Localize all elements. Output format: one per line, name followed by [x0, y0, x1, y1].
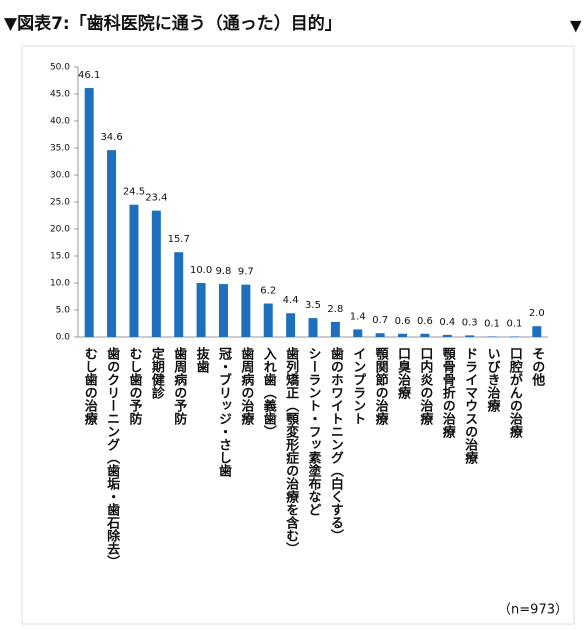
y-tick-label: 50.0: [50, 63, 70, 73]
chart-title: ▼図表7:「歯科医院に通う（通った）目的」: [4, 13, 342, 34]
bar: [263, 303, 273, 337]
x-tick-label: 定期健診: [149, 346, 166, 400]
bar: [509, 336, 519, 337]
x-tick-label: 歯のクリーニング（歯垢・歯石除去）: [104, 346, 121, 568]
value-label: 2.0: [529, 308, 545, 319]
value-label: 10.0: [190, 265, 212, 276]
y-tick-label: 30.0: [50, 171, 70, 181]
value-label: 34.6: [100, 132, 122, 143]
chart-frame: [21, 45, 575, 625]
x-tick-label: 抜歯: [194, 346, 210, 374]
bar: [420, 333, 430, 337]
bar: [532, 326, 542, 337]
bar: [442, 334, 452, 337]
x-tick-label: 歯周病の治療: [238, 346, 254, 426]
value-label: 0.4: [439, 317, 455, 328]
value-label: 4.4: [283, 295, 299, 306]
value-label: 9.7: [238, 267, 254, 278]
x-tick-label: その他: [529, 347, 546, 387]
bar: [375, 333, 385, 337]
value-label: 6.2: [260, 286, 276, 297]
side-marker: ▼: [570, 17, 582, 35]
y-tick-label: 15.0: [50, 252, 70, 262]
bar: [129, 204, 139, 337]
x-tick-label: むし歯の予防: [126, 347, 142, 426]
bar: [107, 150, 117, 337]
x-tick-label: 入れ歯（義歯）: [261, 347, 278, 438]
x-tick-label: 口臭治療: [395, 347, 411, 400]
value-label: 46.1: [78, 70, 100, 81]
value-label: 3.5: [305, 300, 321, 311]
bar: [218, 284, 228, 337]
bar: [465, 335, 475, 337]
value-label: 2.8: [327, 304, 343, 315]
y-tick-label: 25.0: [50, 198, 70, 208]
bar: [241, 284, 251, 337]
x-tick-label: 歯のホワイトニング（白くする）: [328, 346, 345, 542]
bar: [84, 88, 94, 337]
y-tick-label: 5.0: [56, 306, 71, 316]
value-label: 1.4: [350, 311, 366, 322]
x-tick-label: 顎関節の治療: [373, 347, 389, 426]
bar: [286, 313, 296, 337]
x-tick-label: 歯列矯正（顎変形症の治療を含む）: [283, 346, 300, 555]
value-label: 0.6: [417, 316, 433, 327]
x-tick-label: いびき治療: [485, 347, 501, 413]
y-tick-label: 45.0: [50, 90, 70, 100]
x-tick-label: インプラント: [350, 347, 366, 425]
sample-note: （n=973）: [498, 603, 568, 618]
x-tick-label: 口内炎の治療: [417, 347, 433, 426]
value-label: 15.7: [168, 234, 190, 245]
y-tick-label: 20.0: [50, 225, 70, 235]
bar: [330, 321, 340, 337]
bar: [174, 252, 184, 337]
x-tick-label: むし歯の治療: [82, 347, 98, 426]
bar: [151, 210, 161, 337]
bar: [308, 318, 318, 337]
value-label: 0.3: [462, 317, 478, 328]
x-tick-label: 口腔がんの治療: [507, 347, 524, 439]
x-tick-label: 冠・ブリッジ・さし歯: [216, 347, 232, 478]
x-tick-label: シーラント・フッ素塗布など: [306, 347, 322, 516]
x-tick-label: 歯周病の予防: [171, 346, 187, 426]
x-tick-label: 顎骨骨折の治療: [440, 347, 456, 439]
value-label: 0.7: [372, 315, 388, 326]
x-tick-label: ドライマウスの治療: [462, 347, 478, 465]
value-label: 9.8: [216, 266, 232, 277]
y-tick-label: 0.0: [56, 333, 71, 343]
y-tick-label: 10.0: [50, 279, 70, 289]
bar: [487, 336, 497, 337]
value-label: 0.1: [484, 318, 500, 329]
value-label: 0.6: [395, 316, 411, 327]
value-label: 24.5: [123, 187, 145, 198]
value-label: 23.4: [145, 193, 167, 204]
bar: [398, 333, 408, 337]
y-tick-label: 35.0: [50, 144, 70, 154]
bar: [353, 329, 363, 337]
bar: [196, 283, 206, 337]
value-label: 0.1: [506, 318, 522, 329]
y-tick-label: 40.0: [50, 117, 70, 127]
